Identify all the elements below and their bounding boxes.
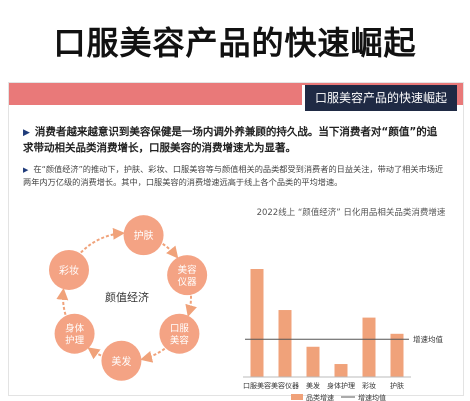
cycle-node: 彩妆 xyxy=(48,249,89,290)
x-tick-label: 护肤 xyxy=(390,381,404,390)
triangle-bullet-icon: ▶ xyxy=(23,166,29,174)
legend-label: 增速均值 xyxy=(358,393,386,401)
bar xyxy=(278,310,292,377)
x-tick-label: 口服美容 xyxy=(243,381,271,390)
cycle-node: 口服美容 xyxy=(159,313,200,354)
bar xyxy=(306,346,320,377)
main-point-text: 消费者越来越意识到美容保健是一场内调外养兼顾的持久战。当下消费者对“颜值”的追求… xyxy=(23,126,438,154)
cycle-arrow xyxy=(185,295,197,318)
cycle-node: 美发 xyxy=(101,340,142,381)
cycle-node-label: 口服 xyxy=(170,324,190,335)
chart-title: 2022线上 “颜值经济” 日化用品相关品类消费增速 xyxy=(257,207,446,218)
cycle-node-label: 美容 xyxy=(178,264,198,276)
cycle-node-circle xyxy=(54,313,95,354)
average-label: 增速均值 xyxy=(413,334,443,344)
cycle-arrow xyxy=(87,347,102,360)
cycle-node-label: 仪器 xyxy=(178,277,198,288)
chart-legend: 品类增速 增速均值 xyxy=(291,393,386,401)
growth-bar-chart: 2022线上 “颜值经济” 日化用品相关品类消费增速 口服美容 美容仪器 美发 身体护… xyxy=(243,207,446,401)
cycle-node-label: 美容 xyxy=(170,335,190,347)
cycle-node-circle xyxy=(167,255,208,296)
bar xyxy=(250,269,264,377)
slide-header: 口服美容产品的快速崛起 xyxy=(301,85,457,111)
x-tick-label: 彩妆 xyxy=(362,381,376,390)
cycle-node-label: 美发 xyxy=(111,355,131,368)
triangle-bullet-icon: ▶ xyxy=(23,128,30,138)
cycle-arrow xyxy=(80,227,126,254)
chart-bars: 口服美容 美容仪器 美发 身体护理 彩妆 护肤 增速均值 xyxy=(243,269,443,390)
cycle-arrow xyxy=(140,347,166,363)
cycle-node-circle xyxy=(101,340,142,381)
bar xyxy=(362,317,376,377)
cycle-node-label: 身体 xyxy=(65,323,85,335)
x-tick-label: 身体护理 xyxy=(327,381,355,390)
cycle-node: 身体护理 xyxy=(54,313,95,354)
cycle-node-label: 护肤 xyxy=(134,229,154,242)
sub-point: ▶ 在“颜值经济”的推动下，护肤、彩妆、口服美容等与颜值相关的品类都受到消费者的日… xyxy=(23,163,447,188)
cycle-node-label: 彩妆 xyxy=(59,264,79,277)
cycle-node-circle xyxy=(123,215,164,256)
sub-point-text: 在“颜值经济”的推动下，护肤、彩妆、口服美容等与颜值相关的品类都受到消费者的日益… xyxy=(23,164,444,187)
bar xyxy=(334,364,348,377)
cycle-node: 美容仪器 xyxy=(167,255,208,296)
main-point: ▶ 消费者越来越意识到美容保健是一场内调外养兼顾的持久战。当下消费者对“颜值”的追… xyxy=(23,125,447,156)
cycle-node: 护肤 xyxy=(123,215,164,256)
x-tick-label: 美发 xyxy=(306,381,320,390)
cycle-arrows xyxy=(56,227,197,363)
bar xyxy=(390,333,404,377)
cycle-center-label: 颜值经济 xyxy=(105,290,149,304)
cycle-node-label: 护理 xyxy=(65,335,85,347)
cycle-node-circle xyxy=(159,313,200,354)
x-tick-label: 美容仪器 xyxy=(271,381,299,390)
legend-label: 品类增速 xyxy=(306,393,334,401)
slide: 口服美容产品的快速崛起 ▶ 消费者越来越意识到美容保健是一场内调外养兼顾的持久战。… xyxy=(8,82,464,401)
cycle-arrow xyxy=(162,243,179,259)
legend-swatch-bars xyxy=(291,394,303,400)
page-title: 口服美容产品的快速崛起 xyxy=(53,24,417,62)
cycle-arrow xyxy=(56,287,69,316)
cycle-node-circle xyxy=(48,249,89,290)
